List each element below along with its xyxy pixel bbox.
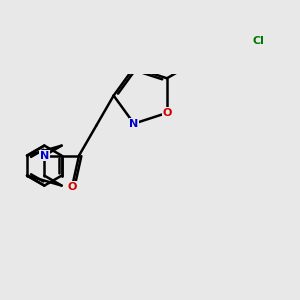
- Text: O: O: [68, 182, 77, 192]
- Text: O: O: [162, 108, 172, 118]
- Text: N: N: [129, 118, 139, 129]
- Text: Cl: Cl: [253, 36, 265, 46]
- Text: N: N: [40, 151, 49, 160]
